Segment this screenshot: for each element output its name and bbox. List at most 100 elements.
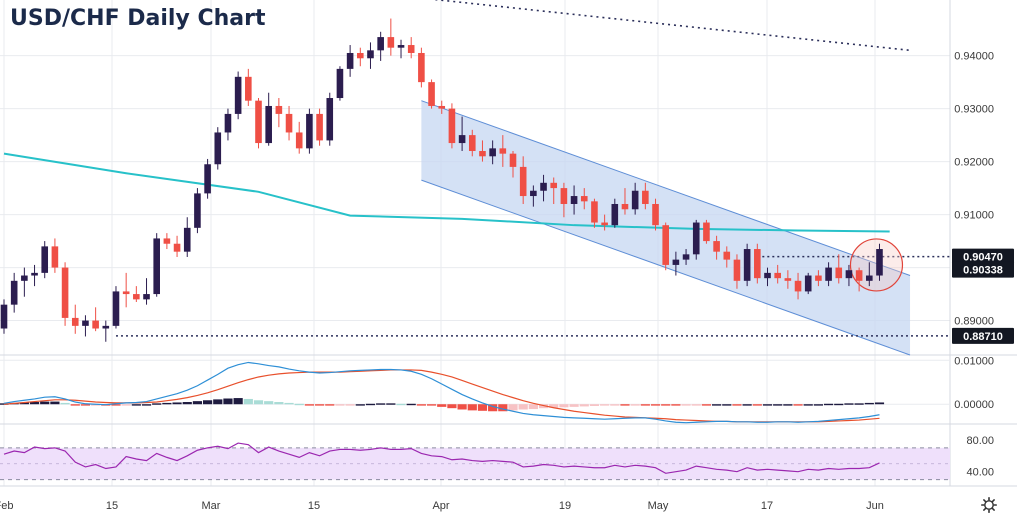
macd-histogram-bar <box>243 398 253 405</box>
chart-title: USD/CHF Daily Chart <box>10 6 266 31</box>
macd-histogram-bar <box>213 399 223 405</box>
candle-bearish <box>642 190 649 204</box>
price-tag-label: 0.88710 <box>963 331 1003 343</box>
macd-histogram-bar <box>528 404 538 410</box>
candle-bullish <box>458 135 466 144</box>
macd-histogram-bar <box>589 404 600 406</box>
candle-bearish <box>713 241 720 252</box>
candle-bullish <box>306 113 313 149</box>
candle-bullish <box>397 45 405 48</box>
candle-bullish <box>41 246 49 273</box>
candle-bearish <box>479 151 486 157</box>
macd-histogram-bar <box>131 404 141 406</box>
macd-histogram-bar <box>732 404 742 406</box>
candle-bearish <box>662 225 669 265</box>
y-tick-label: 0.92000 <box>954 157 994 169</box>
candle-bearish <box>754 249 761 279</box>
macd-histogram-bar <box>783 404 793 406</box>
candle-bullish <box>489 148 496 157</box>
macd-line <box>3 361 880 424</box>
candle-bearish <box>652 203 659 226</box>
candle-bearish <box>591 201 598 223</box>
candle-bullish <box>31 272 38 276</box>
macd-histogram-bar <box>80 404 91 406</box>
macd-pane <box>0 361 885 424</box>
candle-bullish <box>692 222 700 255</box>
candle-bearish <box>316 113 323 141</box>
candle-bearish <box>295 132 303 149</box>
candle-bearish <box>71 317 79 326</box>
price-tag-box <box>952 327 1014 344</box>
candle-bullish <box>530 190 537 197</box>
macd-histogram-bar <box>823 403 834 406</box>
candle-bullish <box>367 50 374 59</box>
macd-histogram-bar <box>386 403 396 405</box>
macd-histogram-bar <box>762 404 773 406</box>
macd-histogram-bar <box>701 404 712 406</box>
macd-histogram-bar <box>325 404 335 406</box>
macd-histogram-bar <box>803 404 813 406</box>
macd-histogram-bar <box>376 403 386 405</box>
candle-bullish <box>611 203 619 226</box>
candle-bullish <box>224 113 232 133</box>
candle-bearish <box>285 113 293 133</box>
macd-histogram-bar <box>834 403 844 406</box>
price-tag-label: 0.90470 <box>963 252 1003 264</box>
candle-bearish <box>621 203 629 210</box>
macd-histogram-bar <box>111 404 121 406</box>
candle-bearish <box>438 105 446 109</box>
candle-bearish <box>835 267 843 279</box>
macd-histogram-bar <box>488 404 498 412</box>
candle-bearish <box>407 45 415 53</box>
candle-bearish <box>815 275 822 281</box>
macd-histogram-bar <box>253 400 264 405</box>
gear-icon[interactable] <box>981 497 997 513</box>
candle-bullish <box>265 105 272 144</box>
candle-bullish <box>804 275 812 292</box>
macd-signal-line <box>3 369 880 423</box>
candle-bearish <box>499 148 507 154</box>
candle-bullish <box>21 275 28 281</box>
macd-histogram-bar <box>793 404 803 406</box>
macd-histogram-bar <box>691 404 701 406</box>
candle-bullish <box>326 98 334 141</box>
macd-histogram-bar <box>233 398 243 405</box>
candle-bearish <box>245 76 252 101</box>
macd-histogram-bar <box>844 403 854 405</box>
macd-histogram-bar <box>365 403 376 406</box>
candle-bearish <box>601 222 608 226</box>
x-tick-label: 15 <box>106 500 118 512</box>
x-tick-label: 15 <box>308 500 320 512</box>
macd-histogram-bar <box>712 404 722 406</box>
candle-bearish <box>784 278 792 281</box>
macd-histogram-bar <box>294 403 304 406</box>
candle-bearish <box>509 153 517 167</box>
macd-histogram-bar <box>467 404 477 411</box>
candles <box>0 18 883 342</box>
candle-bearish <box>550 182 558 189</box>
y-tick-label: 0.89000 <box>954 316 994 328</box>
candle-bullish <box>10 280 18 305</box>
candle-bullish <box>682 254 690 260</box>
macd-histogram-bar <box>457 404 467 410</box>
macd-histogram-bar <box>40 401 50 405</box>
candle-bearish <box>733 259 741 281</box>
macd-histogram-bar <box>650 404 661 406</box>
candle-bearish <box>519 166 527 197</box>
moving-average-line <box>3 152 890 233</box>
macd-histogram-bar <box>274 402 284 405</box>
candle-bearish <box>92 320 99 329</box>
macd-histogram-bar <box>91 404 101 406</box>
macd-histogram-bar <box>477 404 488 411</box>
macd-histogram-bar <box>813 404 823 406</box>
candle-bearish <box>580 196 588 202</box>
y-tick-label: 0.91000 <box>954 210 994 222</box>
macd-histogram-bar <box>508 404 518 411</box>
macd-histogram-bar <box>742 404 752 406</box>
macd-histogram-bar <box>426 404 437 406</box>
candle-bullish <box>743 249 751 281</box>
macd-histogram-bar <box>172 402 182 405</box>
candle-bullish <box>570 196 578 204</box>
macd-histogram-bar <box>854 403 864 405</box>
candle-bullish <box>143 294 150 300</box>
